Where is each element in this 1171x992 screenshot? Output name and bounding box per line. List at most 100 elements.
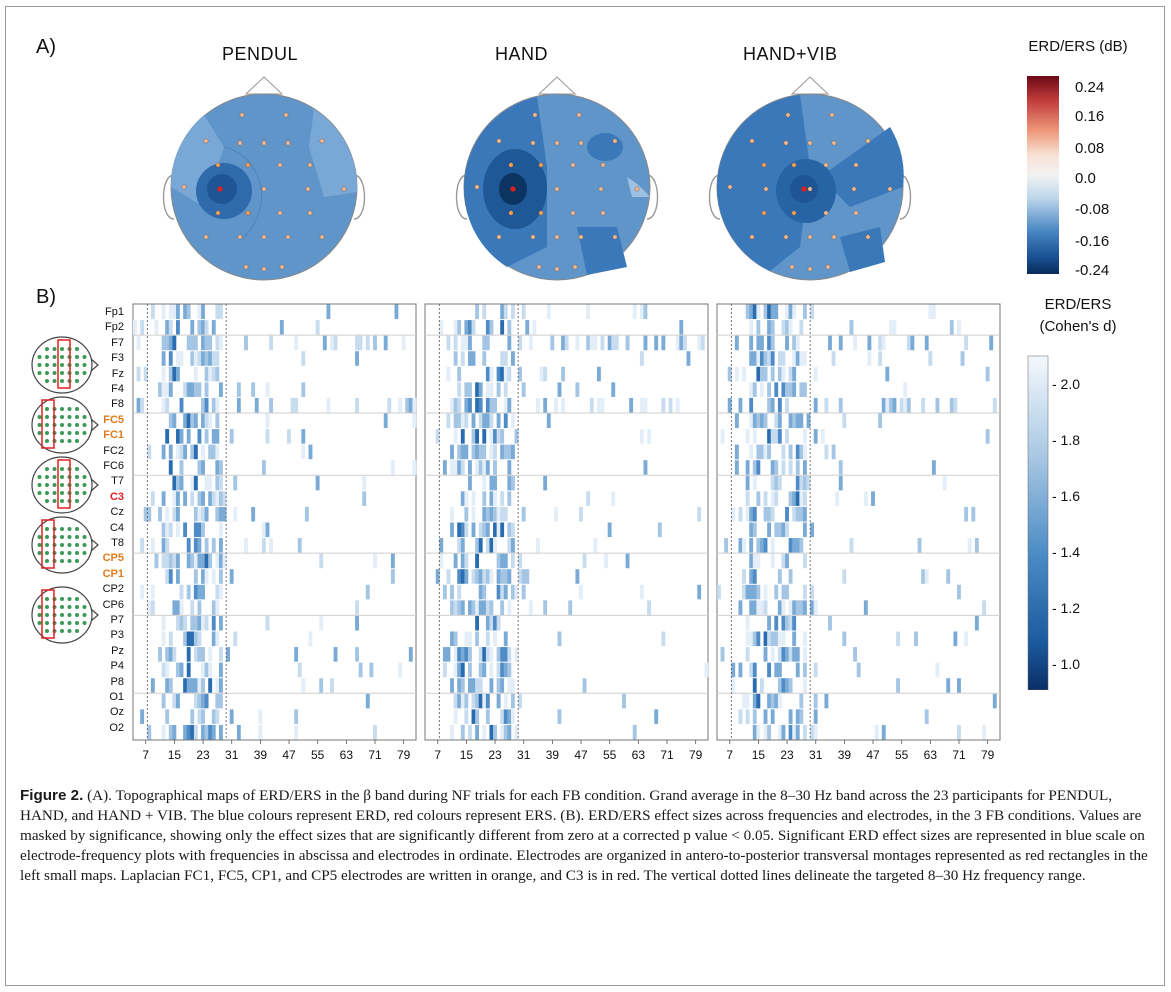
heatmap-cell xyxy=(265,615,270,631)
heatmap-cell xyxy=(503,553,508,569)
heatmap-cell xyxy=(172,693,177,709)
heatmap-cell xyxy=(493,429,497,444)
heatmap-cell xyxy=(496,553,501,569)
heatmap-cell xyxy=(222,491,227,506)
heatmap-cell xyxy=(770,491,775,506)
electrode-dot xyxy=(831,234,837,240)
heatmap-cell xyxy=(485,709,490,724)
caption-text: (A). Topographical maps of ERD/ERS in th… xyxy=(20,787,1148,884)
heatmap-cell xyxy=(906,335,911,351)
heatmap-cell xyxy=(269,538,274,553)
heatmap-cell xyxy=(165,335,170,351)
heatmap-cell xyxy=(489,413,494,429)
heatmap-cell xyxy=(211,491,216,506)
heatmap-cell xyxy=(140,397,145,413)
heatmap-cell xyxy=(792,351,797,366)
heatmap-cell xyxy=(756,320,761,335)
heatmap-cell xyxy=(647,600,651,615)
heatmap-cell xyxy=(471,491,476,506)
heatmap-cell xyxy=(186,335,191,351)
electrode-dot xyxy=(261,234,267,240)
electrode-dot xyxy=(831,140,837,146)
electrode-dot xyxy=(749,234,755,240)
heatmap-cell xyxy=(168,304,173,320)
heatmap-cell xyxy=(849,538,854,553)
heatmap-cell xyxy=(496,506,501,522)
heatmap-cell xyxy=(222,553,227,569)
heatmap-cell xyxy=(704,662,709,678)
heatmap-cell xyxy=(842,413,847,429)
heatmap-cell xyxy=(774,413,779,429)
heatmap-cell xyxy=(792,724,797,740)
heatmap-cell xyxy=(215,351,220,366)
heatmap-cell xyxy=(802,662,807,678)
heatmap-cell xyxy=(464,569,469,584)
heatmap-cell xyxy=(478,522,483,538)
heatmap-cell xyxy=(453,709,458,724)
heatmap-cell xyxy=(450,444,454,460)
heatmap-cell xyxy=(745,491,750,506)
heatmap-cell xyxy=(770,397,775,413)
heatmap-cell xyxy=(496,382,501,397)
heatmap-cell xyxy=(493,444,497,460)
heatmap-cell xyxy=(211,569,216,584)
heatmap-cell xyxy=(319,678,324,693)
heatmap-cell xyxy=(450,397,454,413)
heatmap-cell xyxy=(467,631,472,647)
heatmap-cell xyxy=(518,553,523,569)
heatmap-cell xyxy=(675,397,680,413)
heatmap-cell xyxy=(290,397,295,413)
heatmap-cell xyxy=(464,522,469,538)
condition-title-hand-vib: HAND+VIB xyxy=(743,44,838,64)
heatmap-cell xyxy=(749,506,754,522)
heatmap-cell xyxy=(439,553,444,569)
heatmap-cell xyxy=(464,444,469,460)
heatmap-cell xyxy=(446,366,451,382)
panel-a-label: A) xyxy=(36,36,56,58)
heatmap-cell xyxy=(759,382,764,397)
heatmap-cell xyxy=(467,647,472,662)
heatmap-cell xyxy=(813,662,818,678)
heatmap-cell xyxy=(500,429,505,444)
heatmap-cell xyxy=(752,351,757,366)
c3-electrode-dot xyxy=(801,186,807,192)
electrode-dot xyxy=(530,234,536,240)
heatmap-cell xyxy=(467,724,472,740)
heatmap-cell xyxy=(596,397,601,413)
electrode-dot xyxy=(789,264,795,270)
heatmap-cell xyxy=(482,600,487,615)
heatmap-cell xyxy=(215,366,220,382)
heatmap-cell xyxy=(697,584,702,600)
heatmap-cell xyxy=(802,475,807,491)
heatmap-cell xyxy=(175,662,180,678)
heatmap-cell xyxy=(763,304,768,320)
heatmap-cell xyxy=(518,569,523,584)
heatmap-cell xyxy=(661,397,666,413)
colorbar-b-tick-label: - 2.0 xyxy=(1052,376,1080,392)
x-tick-label: 23 xyxy=(196,748,210,762)
heatmap-cell xyxy=(482,569,487,584)
heatmap-cell xyxy=(390,553,395,569)
heatmap-cell xyxy=(485,600,490,615)
heatmap-cell xyxy=(183,382,188,397)
heatmap-cell xyxy=(179,460,184,475)
heatmap-cell xyxy=(471,693,476,709)
heatmap-cell xyxy=(265,413,270,429)
heatmap-cell xyxy=(450,506,454,522)
heatmap-cell xyxy=(471,506,476,522)
heatmap-cell xyxy=(752,522,757,538)
heatmap-cell xyxy=(193,724,198,740)
heatmap-cell xyxy=(460,522,465,538)
heatmap-cell xyxy=(172,366,177,382)
heatmap-cell xyxy=(457,662,462,678)
heatmap-cell xyxy=(197,631,202,647)
electrode-dot xyxy=(203,138,209,144)
heatmap-cell xyxy=(503,584,508,600)
heatmap-cell xyxy=(493,506,497,522)
heatmap-cell xyxy=(767,429,772,444)
electrode-dot xyxy=(508,162,514,168)
heatmap-cell xyxy=(546,304,551,320)
heatmap-cell xyxy=(485,569,490,584)
heatmap-cell xyxy=(957,678,961,693)
heatmap-cell xyxy=(992,693,997,709)
